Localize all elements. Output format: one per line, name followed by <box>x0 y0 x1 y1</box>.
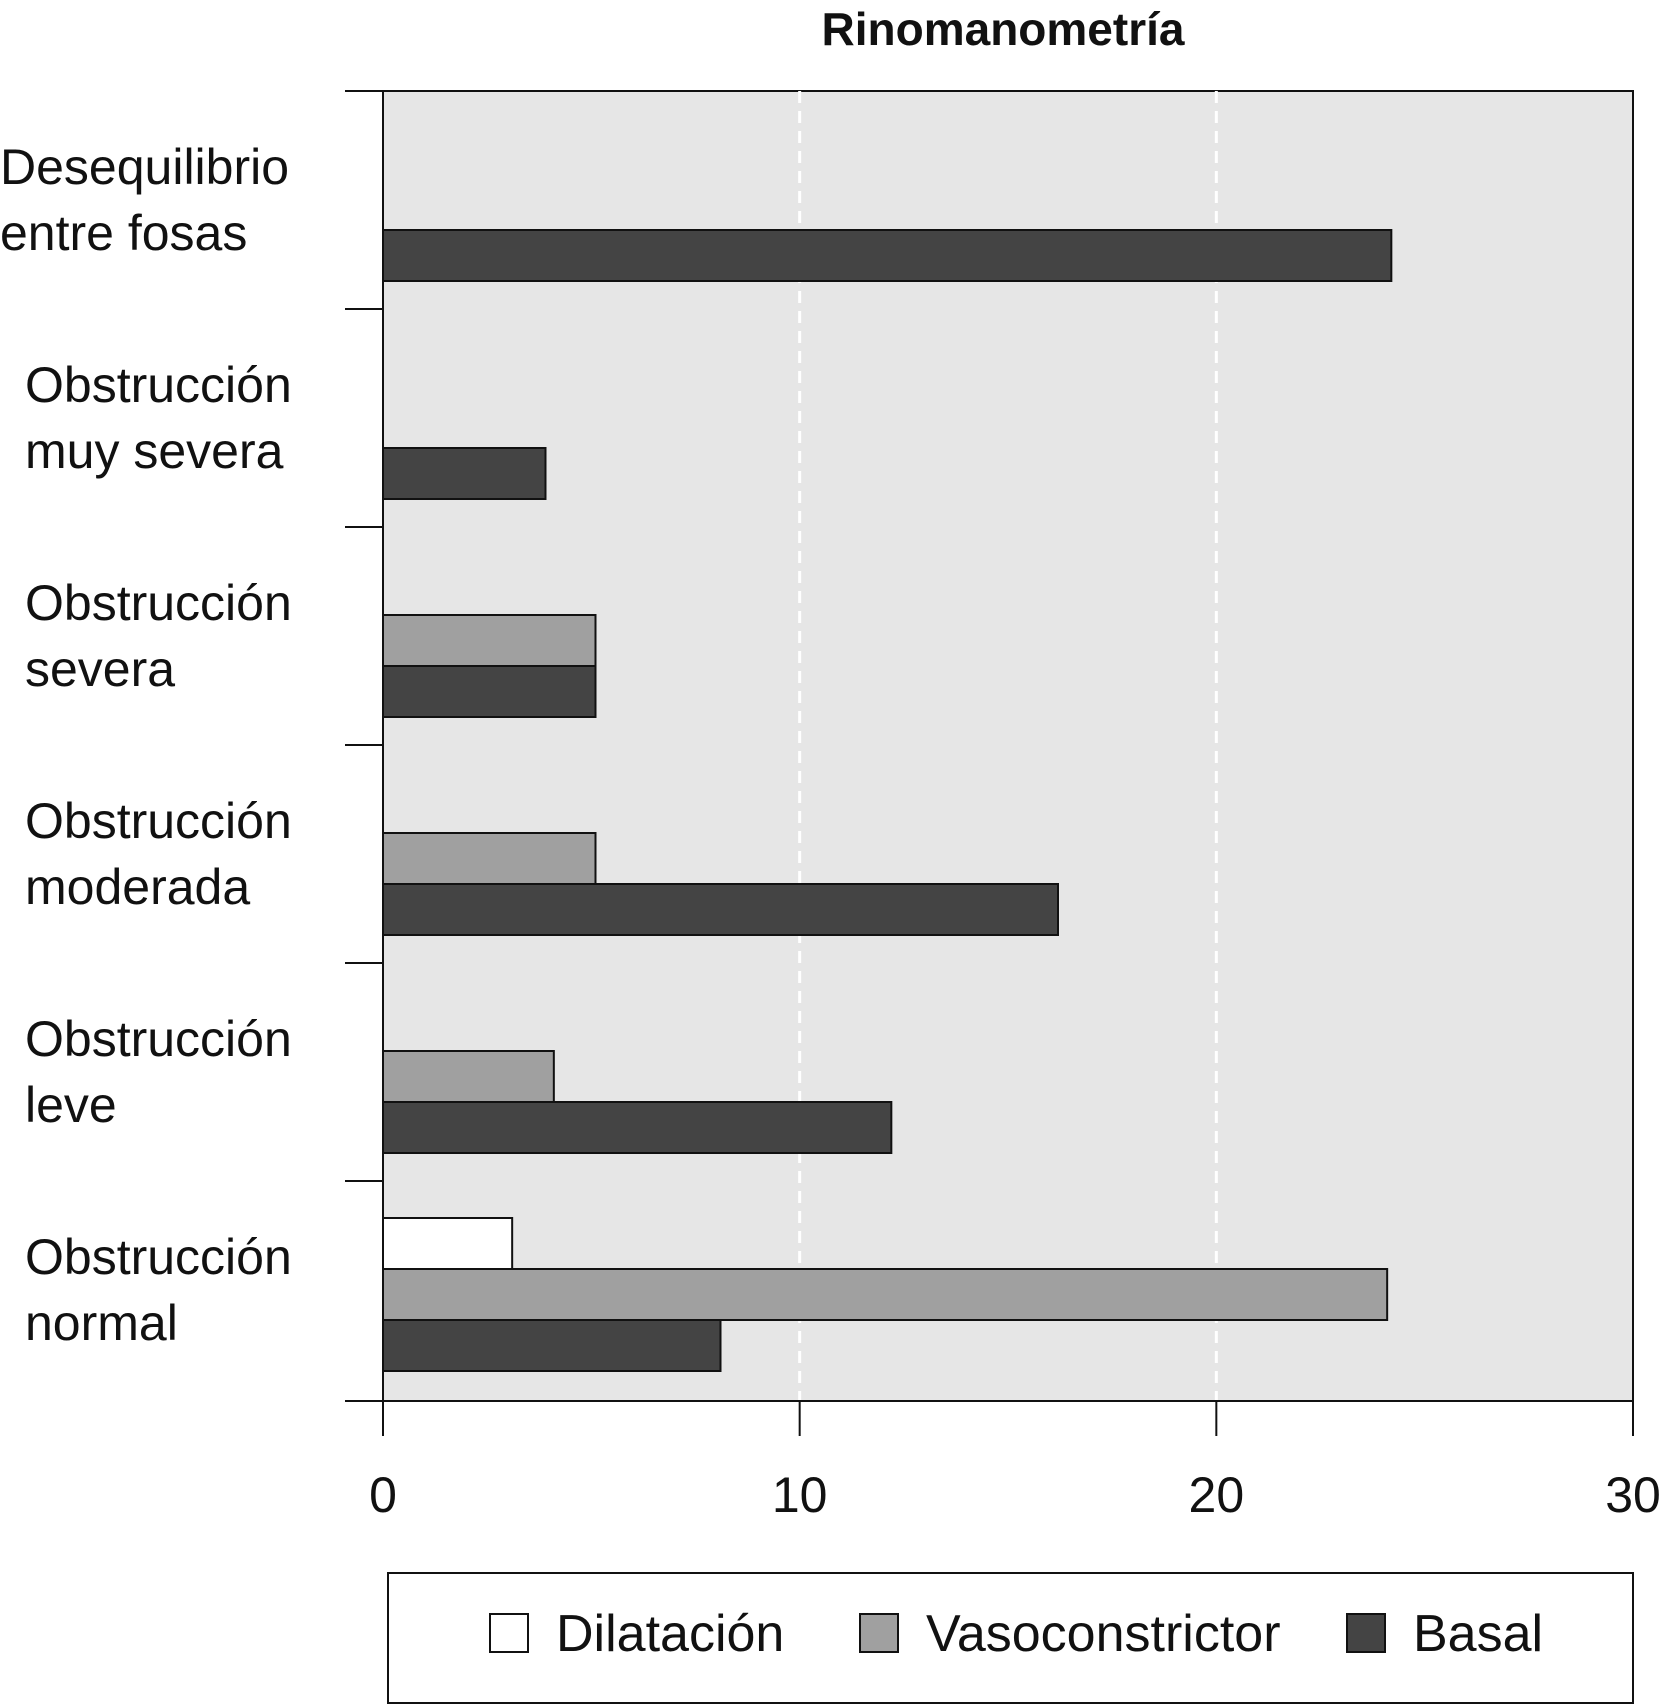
bar-vasoconstrictor-2 <box>382 614 597 667</box>
x-tick-label-20: 20 <box>1189 1467 1245 1523</box>
category-label-5-1: normal <box>25 1295 178 1351</box>
legend-swatch-dilatación <box>489 1613 529 1653</box>
grid-lines <box>798 91 1218 1401</box>
plot-area <box>382 90 1634 1402</box>
legend-label-basal: Basal <box>1413 1605 1543 1663</box>
category-label-3-1: moderada <box>25 859 250 915</box>
bar-vasoconstrictor-5 <box>382 1268 1389 1321</box>
bar-basal-5 <box>382 1319 722 1372</box>
bar-dilatación-5 <box>382 1217 514 1270</box>
bar-basal-3 <box>382 883 1059 936</box>
legend-label-vasoconstrictor: Vasoconstrictor <box>926 1605 1281 1663</box>
category-label-1-1: muy severa <box>25 423 284 479</box>
bar-vasoconstrictor-4 <box>382 1050 555 1103</box>
category-label-4-0: Obstrucción <box>25 1011 292 1067</box>
bar-basal-1 <box>382 447 547 500</box>
category-label-1-0: Obstrucción <box>25 357 292 413</box>
bar-basal-0 <box>382 229 1393 282</box>
axes <box>345 90 1634 1436</box>
bar-basal-4 <box>382 1101 893 1154</box>
chart-title: Rinomanometría <box>822 3 1185 55</box>
bar-basal-2 <box>382 665 597 718</box>
x-tick-labels: 0 10 20 30 <box>369 1467 1661 1523</box>
category-label-0-0: Desequilibrio <box>0 139 289 195</box>
category-labels: Desequilibrio entre fosas Obstrucción muy s… <box>0 139 292 1351</box>
category-label-3-0: Obstrucción <box>25 793 292 849</box>
category-label-0-1: entre fosas <box>0 205 247 261</box>
x-tick-label-30: 30 <box>1605 1467 1661 1523</box>
x-tick-label-10: 10 <box>772 1467 828 1523</box>
category-label-2-1: severa <box>25 641 175 697</box>
legend-box <box>387 1572 1634 1704</box>
bar-vasoconstrictor-3 <box>382 832 597 885</box>
category-label-5-0: Obstrucción <box>25 1229 292 1285</box>
legend: Dilatación Vasoconstrictor Basal <box>387 1572 1634 1704</box>
legend-swatch-vasoconstrictor <box>859 1613 899 1653</box>
bars <box>382 229 1393 1372</box>
category-label-2-0: Obstrucción <box>25 575 292 631</box>
legend-label-dilatación: Dilatación <box>556 1605 784 1663</box>
legend-swatch-basal <box>1346 1613 1386 1653</box>
category-label-4-1: leve <box>25 1077 117 1133</box>
x-tick-label-0: 0 <box>369 1467 397 1523</box>
